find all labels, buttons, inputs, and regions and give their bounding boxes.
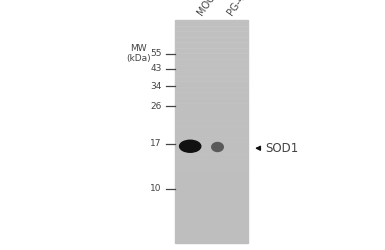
Bar xyxy=(175,204,248,209)
Bar xyxy=(175,70,248,75)
Bar xyxy=(175,237,248,242)
Bar xyxy=(175,92,248,98)
Bar xyxy=(175,226,248,232)
Bar xyxy=(175,176,248,181)
Text: 43: 43 xyxy=(150,64,162,73)
Text: MOCK: MOCK xyxy=(196,0,221,18)
Ellipse shape xyxy=(212,142,223,152)
Bar xyxy=(175,98,248,103)
Bar xyxy=(175,64,248,70)
Bar xyxy=(175,120,248,126)
Bar xyxy=(175,198,248,203)
Bar xyxy=(175,37,248,42)
Bar xyxy=(175,114,248,120)
Text: 55: 55 xyxy=(150,49,162,58)
Bar xyxy=(175,137,248,142)
Bar xyxy=(175,159,248,164)
Bar xyxy=(175,220,248,226)
Text: 10: 10 xyxy=(150,184,162,193)
Bar xyxy=(175,170,248,176)
Bar xyxy=(175,59,248,64)
Bar xyxy=(175,209,248,215)
Text: MW
(kDa): MW (kDa) xyxy=(126,44,151,63)
Bar xyxy=(175,148,248,154)
Bar xyxy=(175,48,248,54)
Bar xyxy=(175,42,248,48)
Bar xyxy=(175,142,248,148)
Bar xyxy=(175,87,248,92)
Bar xyxy=(175,192,248,198)
Bar xyxy=(175,187,248,192)
Bar xyxy=(175,31,248,37)
Bar xyxy=(175,26,248,31)
Bar xyxy=(175,154,248,159)
Text: PG-4: PG-4 xyxy=(225,0,247,18)
Bar xyxy=(175,104,248,109)
Text: 26: 26 xyxy=(150,102,162,111)
Ellipse shape xyxy=(179,140,201,152)
Text: 17: 17 xyxy=(150,139,162,148)
Bar xyxy=(175,131,248,137)
Bar xyxy=(175,76,248,81)
Bar xyxy=(175,81,248,87)
Bar xyxy=(175,231,248,237)
Bar xyxy=(175,215,248,220)
Bar xyxy=(175,20,248,26)
Text: 34: 34 xyxy=(150,82,162,91)
Bar xyxy=(175,164,248,170)
Bar xyxy=(175,54,248,59)
Bar xyxy=(175,109,248,114)
Text: SOD1: SOD1 xyxy=(266,142,299,155)
Bar xyxy=(175,20,248,242)
Bar xyxy=(175,181,248,187)
Bar xyxy=(175,126,248,131)
